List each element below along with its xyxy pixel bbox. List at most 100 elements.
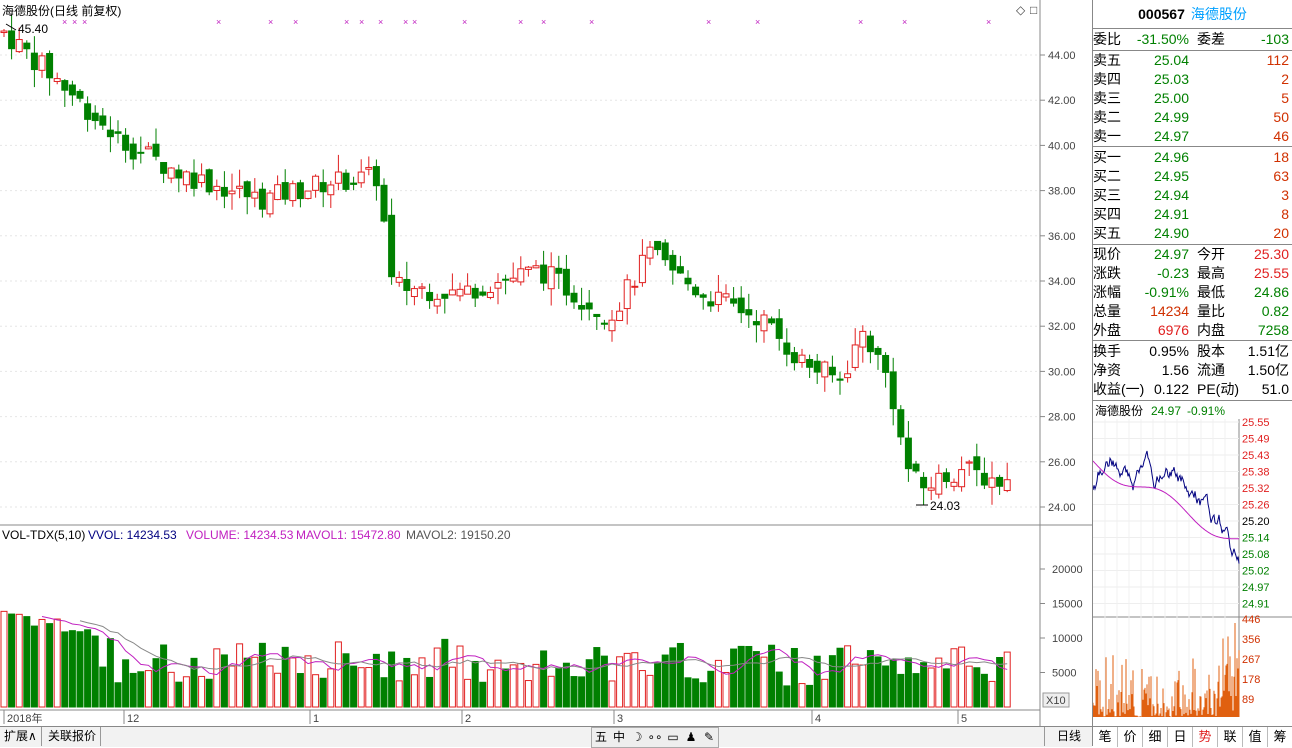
volume-bar: [372, 653, 380, 708]
event-mark[interactable]: ×: [462, 17, 467, 27]
low-price-label: 24.03: [930, 499, 960, 513]
stock-name[interactable]: 海德股份: [1190, 6, 1247, 22]
row-label: 换手: [1093, 343, 1121, 359]
event-mark[interactable]: ×: [359, 17, 364, 27]
event-mark[interactable]: ×: [378, 17, 383, 27]
square-icon[interactable]: □: [1030, 3, 1037, 17]
period-tab[interactable]: 日线: [1044, 727, 1093, 746]
event-mark[interactable]: ×: [412, 17, 417, 27]
candle: [980, 472, 988, 486]
tool-icon-2[interactable]: ☽: [631, 730, 643, 744]
volume-bar: [585, 659, 593, 708]
event-mark[interactable]: ×: [858, 17, 863, 27]
quote-row: 卖一 24.97 46: [1093, 127, 1292, 146]
candle: [53, 78, 61, 82]
candle: [486, 291, 494, 298]
event-mark[interactable]: ×: [216, 17, 221, 27]
event-mark[interactable]: ×: [293, 17, 298, 27]
date-tick: 5: [961, 713, 967, 725]
tool-icon-1[interactable]: 中: [612, 730, 625, 744]
tool-icon-3[interactable]: ∘∘: [647, 730, 663, 744]
tool-icon-6[interactable]: ✎: [703, 730, 715, 744]
volume-bar: [76, 631, 84, 708]
tab-7[interactable]: 筹: [1268, 727, 1292, 747]
candle: [0, 30, 8, 34]
intraday-volume-tick: 89: [1242, 694, 1254, 706]
row-value-2: 63: [1273, 168, 1289, 184]
event-mark[interactable]: ×: [344, 17, 349, 27]
row-value: 24.95: [1153, 168, 1189, 184]
candle: [775, 318, 783, 339]
volume-bar: [988, 680, 996, 708]
tab-2[interactable]: 细: [1143, 727, 1168, 747]
row-label: 涨跌: [1093, 265, 1121, 281]
candle: [144, 146, 152, 150]
stock-code: 000567: [1138, 6, 1185, 22]
candle: [357, 171, 365, 184]
event-mark[interactable]: ×: [518, 17, 523, 27]
candle: [623, 279, 631, 310]
event-mark[interactable]: ×: [62, 17, 67, 27]
volume-bar: [342, 653, 350, 708]
candle: [289, 183, 297, 202]
tab-5[interactable]: 联: [1218, 727, 1243, 747]
candle: [973, 456, 981, 471]
expand-tab[interactable]: 扩展∧: [0, 727, 42, 746]
volume-bar: [859, 664, 867, 708]
event-mark[interactable]: ×: [902, 17, 907, 27]
tool-icon-0[interactable]: 五: [594, 730, 607, 744]
event-mark[interactable]: ×: [541, 17, 546, 27]
row-label: 现价: [1093, 246, 1121, 262]
quote-row: 买五 24.90 20: [1093, 224, 1292, 243]
candle: [471, 287, 479, 299]
candle: [380, 184, 388, 222]
candle: [327, 184, 335, 196]
row-label: 买三: [1093, 187, 1121, 203]
intraday-chart[interactable]: 海德股份 24.97 -0.91% 25.55 25.49 25.43 25.38 25…: [1093, 401, 1292, 725]
tool-icon-5[interactable]: ♟: [685, 730, 697, 744]
candle: [433, 298, 441, 307]
kline-chart[interactable]: × × × × × × × × × × × × × × × × × × × × 海德股份(日线 前复权) ◇ □ 45…: [0, 0, 1092, 726]
intraday-volume-tick: 178: [1242, 674, 1260, 686]
volume-bar: [403, 657, 411, 708]
weibi-label: 委比: [1093, 31, 1121, 47]
event-mark[interactable]: ×: [755, 17, 760, 27]
tab-6[interactable]: 值: [1243, 727, 1268, 747]
volume-bar: [418, 657, 426, 708]
kline-panel[interactable]: × × × × × × × × × × × × × × × × × × × × 海德股份(日线 前复权) ◇ □ 45…: [0, 0, 1092, 746]
tab-0[interactable]: 笔: [1093, 727, 1118, 747]
event-mark[interactable]: ×: [72, 17, 77, 27]
event-mark[interactable]: ×: [268, 17, 273, 27]
tool-icon-4[interactable]: ▭: [667, 730, 679, 744]
event-mark[interactable]: ×: [589, 17, 594, 27]
event-mark[interactable]: ×: [82, 17, 87, 27]
candle: [410, 288, 418, 298]
candle: [676, 266, 684, 274]
candle: [699, 294, 707, 298]
candle: [524, 266, 532, 270]
volume-bar: [182, 676, 190, 708]
candle: [426, 291, 434, 302]
candle: [585, 302, 593, 310]
weibi-value: -31.50%: [1136, 31, 1189, 47]
tab-1[interactable]: 价: [1118, 727, 1143, 747]
intraday-name: 海德股份: [1095, 403, 1143, 418]
chart-toolbar[interactable]: 五中 ☽ ∘∘ ▭ ♟ ✎: [591, 727, 719, 748]
quote-row: 卖四 25.03 2: [1093, 70, 1292, 89]
event-mark[interactable]: ×: [403, 17, 408, 27]
volume-bar: [53, 618, 61, 708]
diamond-icon[interactable]: ◇: [1016, 3, 1026, 17]
volume-bar: [274, 672, 282, 708]
tab-3[interactable]: 日: [1168, 727, 1193, 747]
event-mark[interactable]: ×: [986, 17, 991, 27]
volume-bar: [160, 644, 168, 708]
related-quote-tab[interactable]: 关联报价: [44, 727, 102, 746]
quote-tabs[interactable]: 笔价细日势联值筹: [1093, 726, 1292, 747]
row-value: 24.94: [1153, 187, 1189, 203]
price-tick: 44.00: [1048, 50, 1076, 62]
tab-4[interactable]: 势: [1193, 727, 1218, 747]
candle: [365, 166, 373, 170]
event-mark[interactable]: ×: [706, 17, 711, 27]
volume-bar: [198, 675, 206, 708]
candle: [205, 169, 213, 193]
